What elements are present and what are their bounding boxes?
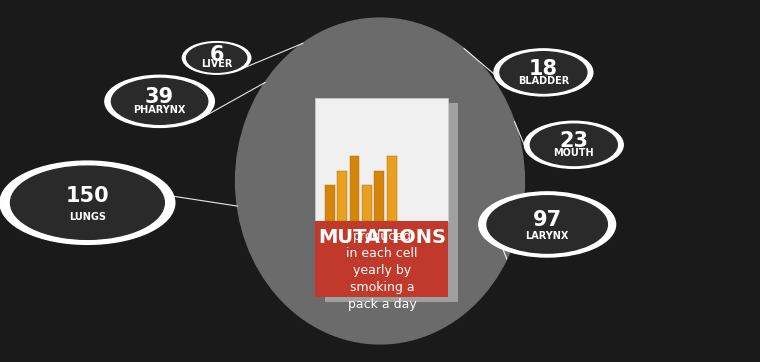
Text: 150: 150 <box>65 186 109 206</box>
Text: 18: 18 <box>529 59 558 79</box>
FancyBboxPatch shape <box>315 221 448 297</box>
Circle shape <box>500 52 587 93</box>
Circle shape <box>530 124 617 165</box>
Circle shape <box>182 42 251 74</box>
Text: LUNGS: LUNGS <box>69 212 106 222</box>
Text: MUTATIONS: MUTATIONS <box>318 228 446 247</box>
Text: produced
in each cell
yearly by
smoking a
pack a day: produced in each cell yearly by smoking … <box>346 231 418 311</box>
Text: LIVER: LIVER <box>201 59 233 69</box>
FancyBboxPatch shape <box>325 185 335 221</box>
Text: 6: 6 <box>209 46 224 66</box>
Ellipse shape <box>236 18 524 344</box>
Circle shape <box>479 192 616 257</box>
Circle shape <box>11 166 164 239</box>
Text: MOUTH: MOUTH <box>553 148 594 158</box>
Circle shape <box>112 79 207 124</box>
Circle shape <box>494 49 593 96</box>
Circle shape <box>524 121 623 168</box>
FancyBboxPatch shape <box>337 171 347 221</box>
FancyBboxPatch shape <box>362 185 372 221</box>
Text: 23: 23 <box>559 131 588 151</box>
Circle shape <box>186 43 247 72</box>
FancyBboxPatch shape <box>387 156 397 221</box>
Text: 97: 97 <box>533 210 562 230</box>
Circle shape <box>487 196 607 253</box>
FancyBboxPatch shape <box>350 156 359 221</box>
Text: 39: 39 <box>145 88 174 108</box>
Circle shape <box>105 75 214 127</box>
FancyBboxPatch shape <box>315 98 448 221</box>
Circle shape <box>0 161 175 244</box>
Text: LARYNX: LARYNX <box>525 231 569 241</box>
Text: PHARYNX: PHARYNX <box>134 105 185 115</box>
Text: BLADDER: BLADDER <box>518 76 569 86</box>
FancyBboxPatch shape <box>325 103 458 302</box>
FancyBboxPatch shape <box>374 171 384 221</box>
